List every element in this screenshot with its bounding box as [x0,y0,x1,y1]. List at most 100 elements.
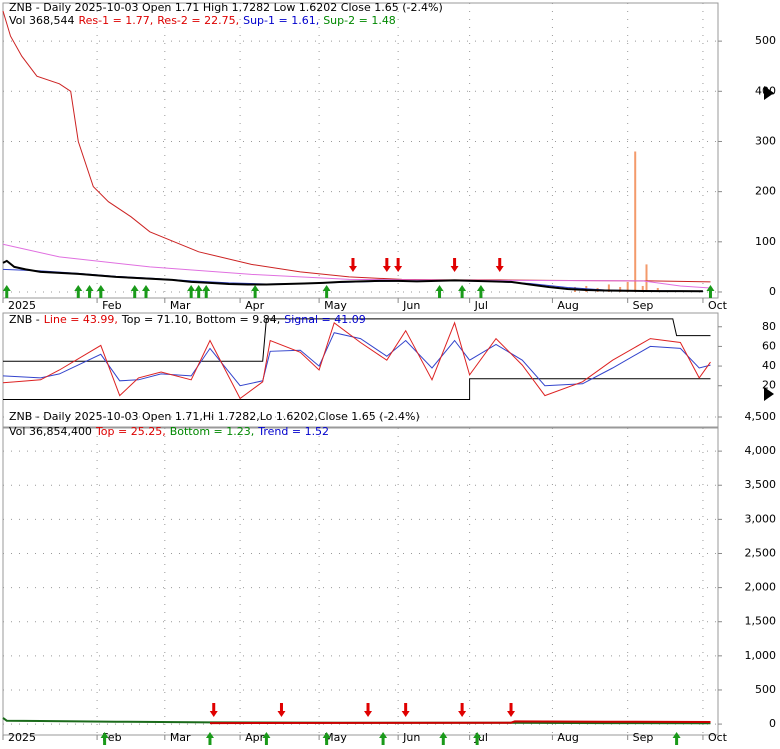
y-tick-label: 4,000 [745,444,777,457]
y-tick-label: 80 [762,320,776,333]
header-text: Trend = 1.52 [257,425,329,438]
y-tick-label: 1,000 [745,649,777,662]
series-line [2,321,711,400]
y-tick-label: 100 [755,235,776,248]
x-tick-label: Feb [102,731,121,744]
header-text: Sup-2 = 1.48 [323,14,396,27]
x-tick-label: Sep [633,299,654,312]
volume-bar [641,285,644,292]
sell-arrow [401,703,410,717]
buy-arrow [2,285,11,298]
sell-arrow [277,703,286,717]
sell-arrow [450,258,459,272]
x-tick-label: 2025 [8,731,36,744]
x-tick-label: Mar [170,731,191,744]
x-tick-label: Apr [245,731,265,744]
volume-bar [656,287,659,292]
buy-arrow [322,285,331,298]
x-tick-label: Oct [708,299,728,312]
volume-bar [607,284,610,292]
y-tick-label: 500 [755,683,776,696]
volume-bar [626,281,629,292]
volume-bar [619,286,622,292]
y-tick-label: 200 [755,185,776,198]
y-tick-label: 2,000 [745,581,777,594]
sell-arrow [348,258,357,272]
header-text: Signal = 41.09 [284,313,366,326]
x-tick-label: Aug [557,299,578,312]
scroll-arrow [764,86,774,100]
volume-bar [645,264,648,292]
sell-arrow [209,703,218,717]
y-tick-label: 4,500 [745,410,777,423]
header-text: Vol 368,544 [9,14,74,27]
buy-arrow [194,285,203,298]
volume-bar [634,151,637,292]
header-line: Vol 368,544 Res-1 = 1.77, Res-2 = 22.75, Su… [9,14,396,27]
x-tick-label: Mar [170,299,191,312]
header-text: Top = 25.25, [95,425,166,438]
y-tick-label: 3,500 [745,478,777,491]
buy-arrow [322,732,331,745]
y-tick-label: 20 [762,379,776,392]
y-tick-label: 500 [755,34,776,47]
buy-arrow [142,285,150,298]
buy-arrow [476,285,485,298]
sell-arrow [382,258,391,272]
x-tick-label: Jun [402,299,420,312]
y-tick-label: 300 [755,134,776,147]
buy-arrow [187,285,196,298]
buy-arrow [435,285,444,298]
buy-arrow [100,732,109,745]
buy-arrow [706,285,715,298]
buy-arrow [74,285,83,298]
sell-arrow [364,703,373,717]
y-tick-label: 60 [762,339,776,352]
header-text: Res-2 = 22.75, [157,14,239,27]
buy-arrow [458,285,467,298]
header-text: Bottom = 1.23, [170,425,255,438]
x-tick-label: May [324,299,347,312]
series-line [2,243,711,289]
x-tick-label: Jun [402,731,420,744]
header-text: ZNB - Daily 2025-10-03 Open 1.71 High 1.… [9,1,443,14]
series-line [3,378,711,400]
sell-arrow [458,703,467,717]
header-line: ZNB - Daily 2025-10-03 Open 1.71 High 1.… [9,1,443,14]
header-text: Bottom = 9.84, [196,313,281,326]
panel-frame [2,427,719,736]
y-tick-label: 400 [755,84,776,97]
header-line: ZNB - Line = 43.99, Top = 71.10, Bottom = 9… [9,313,366,326]
buy-arrow [251,285,260,298]
scroll-arrow [764,387,774,401]
x-tick-label: Sep [633,731,654,744]
panel-frame [2,2,719,299]
sell-arrow [495,258,504,272]
buy-arrow [439,732,448,745]
x-tick-label: Aug [557,731,578,744]
y-tick-label: 40 [762,359,776,372]
buy-arrow [130,285,139,298]
y-tick-label: 0 [769,285,776,298]
sell-arrow [394,258,403,272]
panel-frame [2,312,719,428]
buy-arrow [262,732,271,745]
header-text: Top = 71.10, [121,313,192,326]
series-line [209,720,711,725]
x-tick-label: Jul [474,299,488,312]
series-line [2,259,703,293]
y-tick-label: 2,500 [745,546,777,559]
x-tick-label: 2025 [8,299,36,312]
buy-arrow [96,285,105,298]
y-tick-label: 1,500 [745,615,777,628]
header-line: Vol 36,854,400 Top = 25.25, Bottom = 1.23,… [9,425,329,438]
y-tick-label: 0 [769,717,776,730]
buy-arrow [672,732,681,745]
header-text: Res-1 = 1.77, [78,14,153,27]
y-tick-label: 3,000 [745,512,777,525]
series-line [2,332,711,387]
header-text: Sup-1 = 1.61, [243,14,319,27]
header-text: Vol 36,854,400 [9,425,92,438]
